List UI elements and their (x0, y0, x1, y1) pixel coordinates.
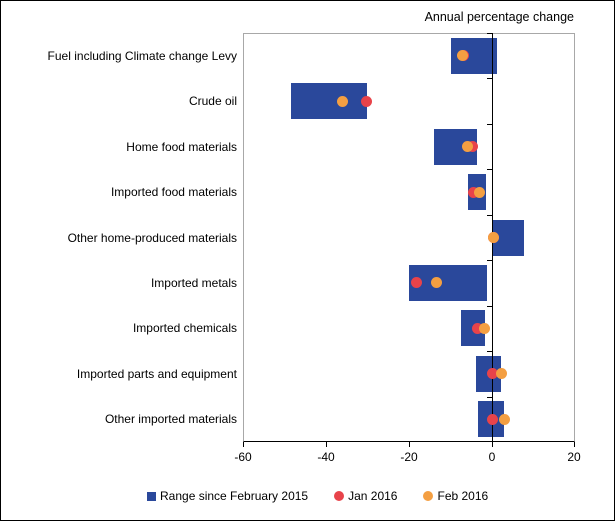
feb-dot-swatch-icon (423, 491, 434, 501)
feb-2016-dot-marker (473, 186, 485, 198)
jan-2016-dot-marker (472, 322, 484, 334)
category-tick-mark (487, 260, 492, 261)
legend-label-feb: Feb 2016 (437, 489, 489, 503)
category-tick-mark (487, 306, 492, 307)
x-tick-label: 20 (567, 450, 581, 464)
legend-item-feb: Feb 2016 (423, 489, 488, 503)
x-tick-mark (243, 442, 244, 447)
legend-item-range: Range since February 2015 (147, 489, 308, 503)
legend: Range since February 2015 Jan 2016 Feb 2… (147, 489, 488, 503)
feb-2016-dot-marker (456, 50, 468, 62)
category-tick-mark (487, 441, 492, 442)
jan-2016-dot-marker (486, 368, 498, 380)
x-tick-label: 0 (488, 450, 496, 464)
category-label: Imported chemicals (132, 321, 237, 336)
category-tick-mark (487, 351, 492, 352)
x-tick-mark (492, 442, 493, 447)
range-bar (409, 264, 487, 301)
category-label: Home food materials (126, 139, 237, 154)
category-tick-mark (487, 397, 492, 398)
jan-2016-dot-marker (360, 95, 372, 107)
jan-2016-dot-marker (486, 413, 498, 425)
feb-2016-dot-marker (337, 95, 349, 107)
x-tick-mark (574, 442, 575, 447)
x-tick-label: -40 (317, 450, 335, 464)
range-bar (291, 83, 367, 120)
category-tick-mark (487, 124, 492, 125)
feb-2016-dot-marker (461, 141, 473, 153)
legend-label-jan: Jan 2016 (348, 489, 398, 503)
feb-2016-dot-marker (430, 277, 442, 289)
category-label: Imported metals (150, 275, 237, 290)
category-tick-mark (487, 215, 492, 216)
x-tick-mark (326, 442, 327, 447)
x-tick-label: -20 (400, 450, 418, 464)
category-tick-mark (487, 78, 492, 79)
category-label: Imported food materials (110, 185, 237, 200)
jan-dot-swatch-icon (334, 491, 345, 501)
legend-item-jan: Jan 2016 (334, 489, 397, 503)
legend-label-range: Range since February 2015 (160, 489, 309, 503)
category-label: Imported parts and equipment (76, 366, 237, 381)
x-tick-label: -60 (234, 450, 252, 464)
category-label: Other home-produced materials (67, 230, 237, 245)
category-label: Other imported materials (104, 412, 237, 427)
category-tick-mark (487, 169, 492, 170)
category-label: Crude oil (188, 94, 237, 109)
feb-2016-dot-marker (487, 232, 499, 243)
jan-2016-dot-marker (411, 277, 423, 289)
feb-2016-dot-marker (498, 413, 510, 425)
category-label: Fuel including Climate change Levy (47, 48, 237, 63)
plot-area: -60 -40 -20 0 20 (234, 33, 581, 464)
x-tick-mark (409, 442, 410, 447)
feb-2016-dot-marker (478, 322, 490, 334)
range-swatch-icon (147, 491, 156, 501)
category-tick-mark (487, 33, 492, 34)
chart-title: Annual percentage change (424, 10, 574, 24)
feb-2016-dot-marker (495, 368, 507, 380)
